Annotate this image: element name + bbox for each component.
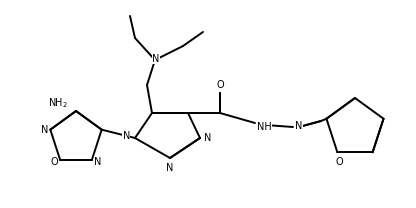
Text: N: N (123, 131, 130, 141)
Text: N: N (295, 121, 302, 131)
Text: O: O (336, 157, 343, 167)
Text: N: N (204, 133, 212, 143)
Text: O: O (216, 80, 224, 90)
Text: NH: NH (257, 122, 272, 132)
Text: N: N (166, 163, 174, 173)
Text: O: O (50, 157, 58, 167)
Text: N: N (41, 125, 48, 135)
Text: N: N (94, 157, 102, 167)
Text: N: N (152, 54, 160, 64)
Text: NH$_2$: NH$_2$ (48, 96, 68, 110)
